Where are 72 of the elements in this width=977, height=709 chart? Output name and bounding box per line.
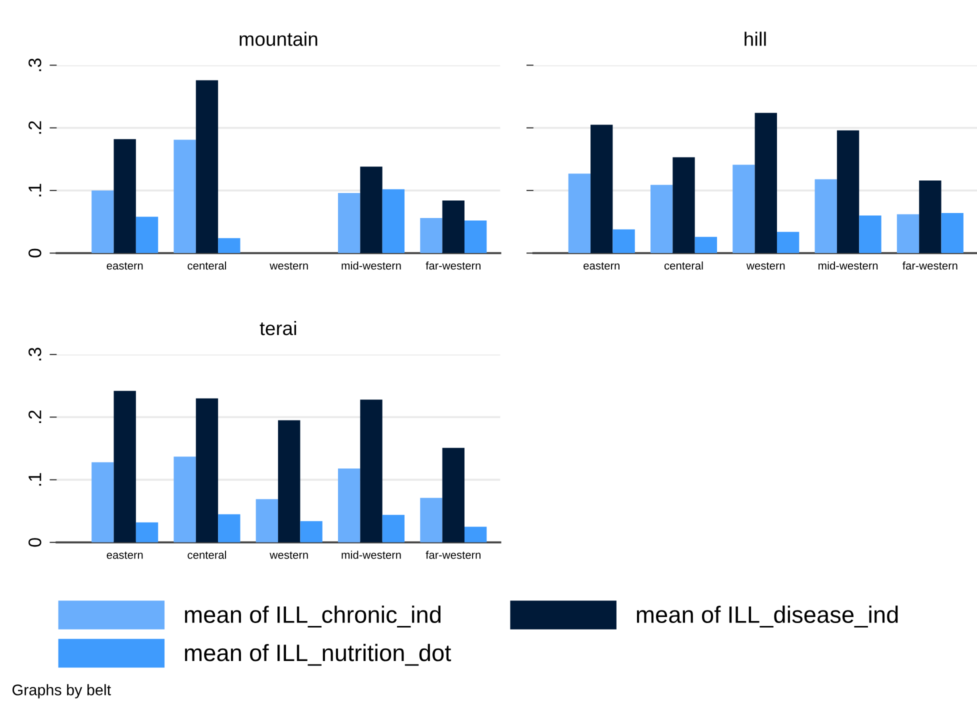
legend-label: mean of ILL_disease_ind (636, 606, 898, 628)
x-tick-label: eastern (106, 552, 143, 559)
bar (256, 499, 278, 542)
bar (442, 448, 464, 542)
chart-title: terai (260, 320, 296, 336)
bar (92, 462, 114, 542)
bar (420, 218, 442, 254)
chart-title: hill (744, 32, 766, 46)
bar (218, 238, 240, 254)
bar (136, 216, 158, 254)
x-tick-label: mid-western (818, 261, 878, 270)
bar (338, 192, 360, 254)
x-tick-label: far-western (902, 261, 958, 270)
bar (92, 190, 114, 254)
bar (114, 390, 136, 542)
bar (174, 140, 196, 254)
bar (442, 200, 464, 254)
text: Graphs by belt (12, 684, 111, 698)
bar (300, 521, 322, 542)
x-tick-label: eastern (584, 262, 620, 270)
bar (836, 130, 860, 254)
y-tick-label: .3 (28, 348, 42, 360)
bar (174, 456, 196, 542)
x-tick-label: western (270, 552, 308, 559)
legend-label: mean of ILL_chronic_ind (185, 606, 440, 628)
bar (136, 522, 158, 542)
x-tick-label: western (746, 262, 785, 270)
y-tick-label: 0 (28, 538, 42, 547)
legend-label: mean of ILL_nutrition_dot (185, 644, 452, 666)
bar (382, 514, 405, 542)
x-tick-label: mid-western (342, 261, 401, 270)
bar (218, 514, 240, 542)
bar (464, 526, 487, 542)
bar (196, 80, 218, 254)
y-tick-label: .2 (28, 121, 42, 134)
bar (196, 398, 218, 542)
bar (754, 112, 777, 254)
bar (859, 216, 882, 254)
bar (420, 498, 442, 542)
bar (732, 164, 755, 254)
bar (382, 189, 405, 254)
bar (650, 184, 673, 254)
bar (896, 214, 920, 254)
x-tick-label: eastern (106, 262, 143, 270)
bar (338, 468, 360, 542)
x-tick-label: mid-western (342, 550, 401, 559)
bar (360, 166, 382, 254)
y-tick-label: 0 (28, 248, 42, 258)
x-tick-label: western (270, 262, 308, 270)
x-tick-label: centeral (188, 550, 226, 559)
bar (360, 400, 382, 542)
bar (941, 213, 964, 254)
bar (776, 232, 800, 254)
y-tick-label: .1 (28, 184, 42, 196)
y-tick-label: .2 (28, 410, 42, 424)
bar (568, 174, 591, 254)
bar (114, 139, 136, 254)
bar (814, 179, 837, 254)
bar (278, 420, 300, 542)
chart-title: mountain (240, 32, 318, 46)
x-tick-label: far-western (426, 261, 480, 270)
x-tick-label: centeral (664, 261, 703, 270)
x-tick-label: far-western (426, 550, 480, 559)
bar (612, 229, 635, 254)
y-tick-label: .1 (28, 473, 42, 486)
bar (694, 236, 718, 254)
y-tick-label: .3 (28, 58, 42, 72)
bar (590, 124, 613, 254)
bar (464, 220, 487, 254)
x-tick-label: centeral (188, 261, 226, 270)
bar (919, 180, 942, 254)
bar (672, 157, 695, 254)
